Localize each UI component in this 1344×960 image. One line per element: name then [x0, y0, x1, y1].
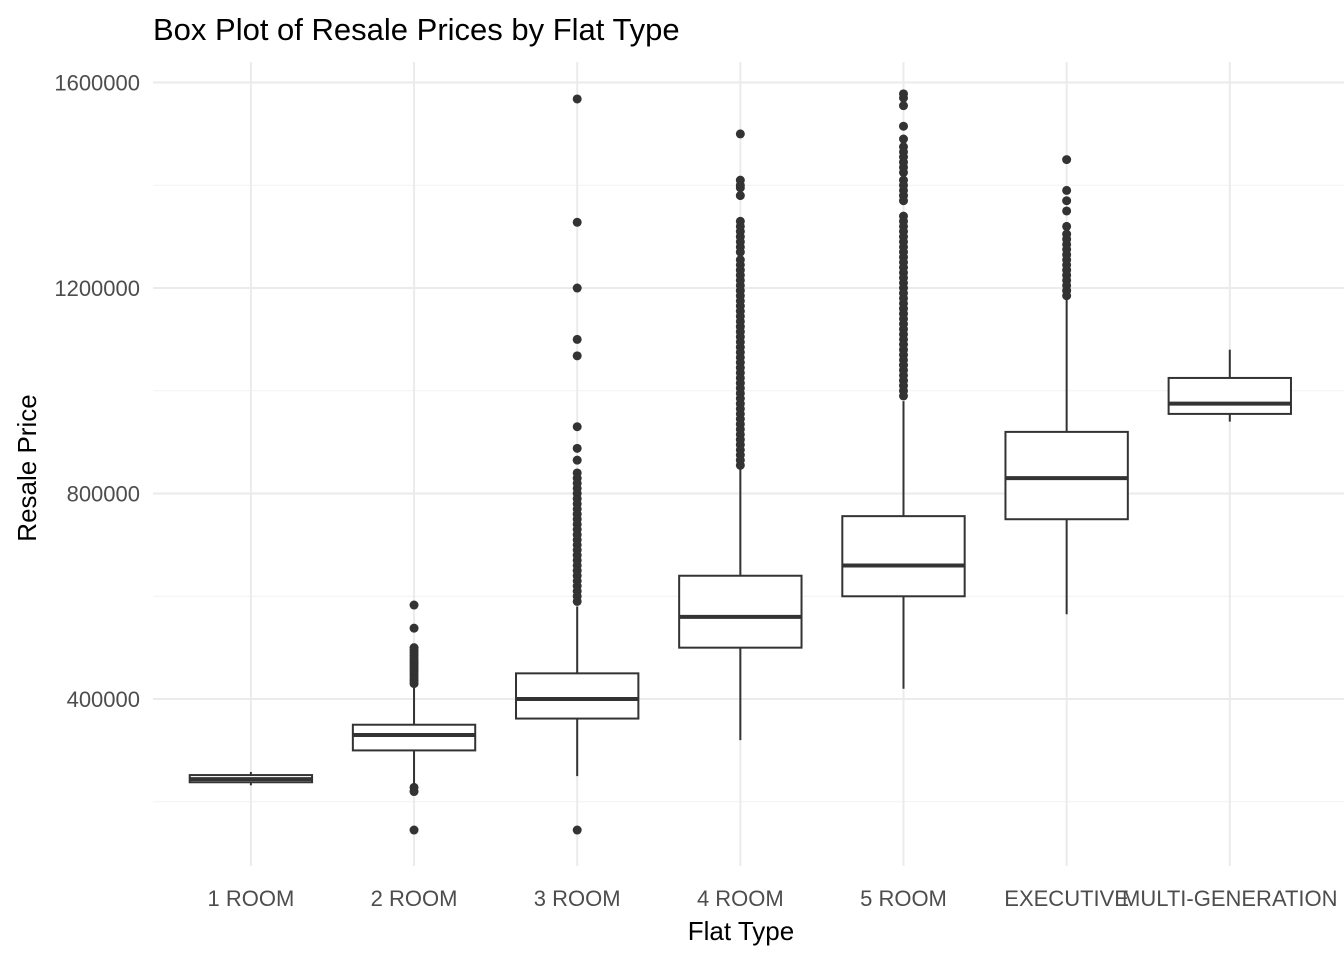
x-tick-label: 4 ROOM	[697, 886, 784, 911]
major-grid	[153, 62, 1344, 866]
outlier-point	[572, 351, 582, 361]
iqr-box	[515, 672, 640, 720]
x-tick-label: 5 ROOM	[860, 886, 947, 911]
y-tick-label: 800000	[67, 482, 140, 507]
x-axis-title: Flat Type	[688, 916, 794, 946]
outlier-point	[1062, 155, 1072, 165]
x-tick-label: 2 ROOM	[371, 886, 458, 911]
outlier-point	[1062, 291, 1072, 301]
outlier-point	[735, 247, 745, 257]
x-tick-label: MULTI-GENERATION	[1122, 886, 1338, 911]
outlier-point	[898, 93, 908, 103]
y-axis-ticks: 400000 800000 1200000 1600000	[54, 71, 140, 712]
outlier-point	[735, 129, 745, 139]
outlier-point	[898, 121, 908, 131]
outlier-point	[1062, 185, 1072, 195]
outlier-point	[409, 825, 419, 835]
outlier-point	[572, 825, 582, 835]
box-5-room	[841, 89, 966, 689]
outlier-point	[572, 217, 582, 227]
outlier-point	[572, 422, 582, 432]
outlier-point	[409, 623, 419, 633]
y-tick-label: 400000	[67, 687, 140, 712]
outlier-point	[572, 283, 582, 293]
outlier-point	[572, 455, 582, 465]
box-series	[188, 89, 1292, 835]
outlier-point	[898, 101, 908, 111]
y-tick-label: 1600000	[54, 71, 140, 96]
x-tick-label: 1 ROOM	[207, 886, 294, 911]
outlier-point	[735, 460, 745, 470]
outlier-point	[898, 391, 908, 401]
iqr-box	[841, 515, 966, 598]
iqr-box	[1004, 430, 1129, 521]
outlier-point	[735, 183, 745, 193]
outlier-point	[898, 134, 908, 144]
outlier-point	[409, 787, 419, 797]
outlier-point	[572, 596, 582, 606]
iqr-box	[1167, 376, 1292, 415]
y-axis-title: Resale Price	[12, 394, 42, 541]
minor-grid	[153, 184, 1344, 803]
box-4-room	[678, 129, 803, 741]
iqr-box	[351, 723, 477, 752]
outlier-point	[1062, 206, 1072, 216]
x-tick-label: EXECUTIVE	[1004, 886, 1129, 911]
outlier-point	[1062, 196, 1072, 206]
outlier-point	[898, 196, 908, 206]
box-multi-generation	[1167, 349, 1292, 422]
x-tick-label: 3 ROOM	[534, 886, 621, 911]
iqr-box	[678, 574, 803, 649]
box-1-room	[188, 771, 314, 786]
x-axis-ticks: 1 ROOM 2 ROOM 3 ROOM 4 ROOM 5 ROOM EXECUTIVEM…	[207, 886, 1337, 911]
outlier-point	[409, 600, 419, 610]
outlier-point	[409, 679, 419, 689]
box-2-room	[351, 600, 477, 835]
chart-title: Box Plot of Resale Prices by Flat Type	[153, 12, 680, 47]
outlier-point	[572, 443, 582, 453]
outlier-point	[572, 94, 582, 104]
outlier-point	[572, 334, 582, 344]
box-executive	[1004, 155, 1129, 615]
outlier-point	[1062, 221, 1072, 231]
y-tick-label: 1200000	[54, 276, 140, 301]
box-3-room	[515, 94, 640, 835]
outlier-point	[898, 167, 908, 177]
outlier-point	[735, 191, 745, 201]
